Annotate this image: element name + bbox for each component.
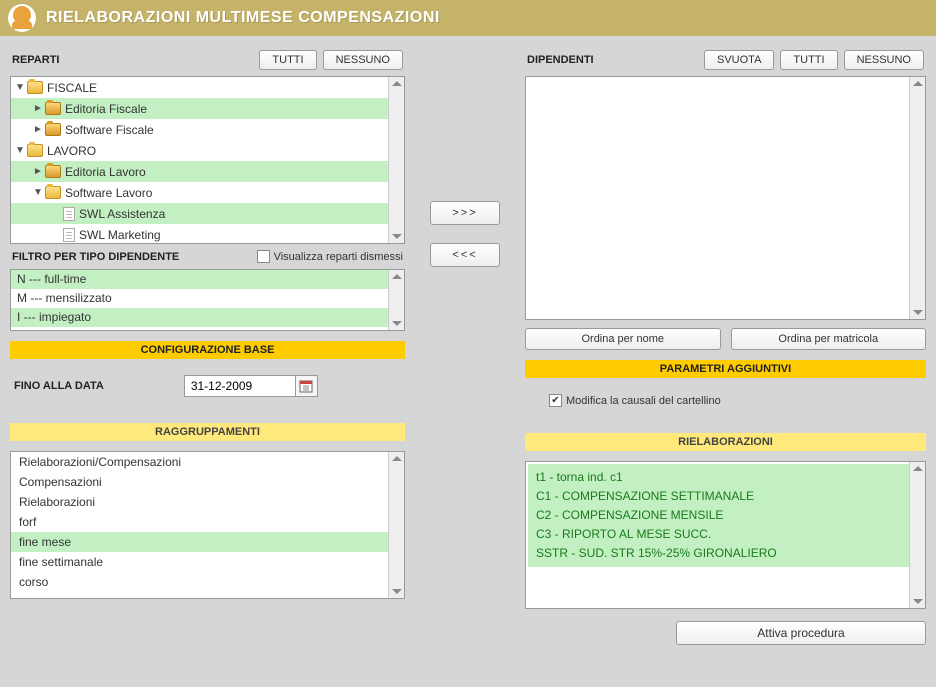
raggruppamenti-list[interactable]: Rielaborazioni/CompensazioniCompensazion… xyxy=(10,451,405,599)
tree-item[interactable]: ► Editoria Lavoro xyxy=(11,161,404,182)
ordina-nome-button[interactable]: Ordina per nome xyxy=(525,328,721,350)
tree-item-label: FISCALE xyxy=(47,81,97,95)
modifica-causali-row: ✔ Modifica la causali del cartellino xyxy=(525,378,926,423)
transfer-column: >>> <<< xyxy=(405,36,525,687)
tree-item[interactable]: ▼ FISCALE xyxy=(11,77,404,98)
tree-arrow-icon: ▼ xyxy=(15,145,27,156)
modifica-causali-label: Modifica la causali del cartellino xyxy=(566,395,721,407)
reparti-buttons: TUTTI NESSUNO xyxy=(259,50,403,70)
tree-arrow-icon: ▼ xyxy=(15,82,27,93)
folder-icon xyxy=(27,81,43,94)
filter-item[interactable]: M --- mensilizzato xyxy=(11,289,404,308)
tree-item-label: LAVORO xyxy=(47,144,96,158)
rielaborazioni-band: RIELABORAZIONI xyxy=(525,433,926,451)
fino-data-row: FINO ALLA DATA xyxy=(10,359,405,413)
date-input[interactable] xyxy=(185,379,295,393)
checkbox-icon xyxy=(257,250,270,263)
list-item[interactable]: C3 - RIPORTO AL MESE SUCC. xyxy=(528,525,923,544)
main: REPARTI TUTTI NESSUNO ▼FISCALE►Editoria … xyxy=(0,36,936,687)
tree-item[interactable]: ► Editoria Fiscale xyxy=(11,98,404,119)
filter-item[interactable]: N --- full-time xyxy=(11,270,404,289)
reparti-nessuno-button[interactable]: NESSUNO xyxy=(323,50,403,70)
tree-item-label: Software Lavoro xyxy=(65,186,152,200)
list-item[interactable]: SSTR - SUD. STR 15%-25% GIRONALIERO xyxy=(528,544,923,563)
transfer-right-button[interactable]: >>> xyxy=(430,201,500,225)
list-item[interactable]: Compensazioni xyxy=(11,472,404,492)
modifica-causali-checkbox[interactable]: ✔ Modifica la causali del cartellino xyxy=(549,394,721,407)
scrollbar[interactable] xyxy=(388,270,404,330)
tree-arrow-icon: ► xyxy=(33,124,45,135)
folder-icon xyxy=(27,144,43,157)
tree-item[interactable]: ► Software Fiscale xyxy=(11,119,404,140)
filtro-label: FILTRO PER TIPO DIPENDENTE xyxy=(12,251,179,263)
reparti-head: REPARTI TUTTI NESSUNO xyxy=(10,46,405,76)
tree-item-label: Editoria Fiscale xyxy=(65,102,147,116)
folder-icon xyxy=(45,102,61,115)
list-item[interactable]: corso xyxy=(11,572,404,592)
filter-item[interactable]: I --- impiegato xyxy=(11,308,404,327)
rielaborazioni-list[interactable]: t1 - torna ind. c1C1 - COMPENSAZIONE SET… xyxy=(525,461,926,609)
tree-arrow-icon: ▼ xyxy=(33,187,45,198)
date-field xyxy=(184,375,318,397)
left-column: REPARTI TUTTI NESSUNO ▼FISCALE►Editoria … xyxy=(0,36,405,687)
config-base-band: CONFIGURAZIONE BASE xyxy=(10,341,405,359)
dipendenti-list[interactable] xyxy=(525,76,926,320)
tree-item-label: SWL Assistenza xyxy=(79,207,165,221)
filtro-head: FILTRO PER TIPO DIPENDENTE Visualizza re… xyxy=(10,244,405,269)
reparti-tree[interactable]: ▼FISCALE►Editoria Fiscale►Software Fisca… xyxy=(10,76,405,244)
attiva-procedura-button[interactable]: Attiva procedura xyxy=(676,621,926,645)
reparti-label: REPARTI xyxy=(12,54,59,66)
folder-icon xyxy=(45,165,61,178)
scrollbar[interactable] xyxy=(909,77,925,319)
header: RIELABORAZIONI MULTIMESE COMPENSAZIONI xyxy=(0,0,936,36)
tree-item[interactable]: ▼ LAVORO xyxy=(11,140,404,161)
calendar-icon xyxy=(299,379,313,393)
dipendenti-label: DIPENDENTI xyxy=(527,54,594,66)
parametri-band: PARAMETRI AGGIUNTIVI xyxy=(525,360,926,378)
folder-icon xyxy=(45,123,61,136)
document-icon xyxy=(63,228,75,242)
scrollbar[interactable] xyxy=(909,462,925,608)
tree-arrow-icon: ► xyxy=(33,166,45,177)
tree-item-label: Software Fiscale xyxy=(65,123,154,137)
tree-item[interactable]: ▼ Software Lavoro xyxy=(11,182,404,203)
tree-item[interactable]: SWL Marketing xyxy=(11,224,404,244)
list-item[interactable]: Rielaborazioni xyxy=(11,492,404,512)
dipendenti-head: DIPENDENTI SVUOTA TUTTI NESSUNO xyxy=(525,46,926,76)
filtro-list[interactable]: N --- full-timeM --- mensilizzatoI --- i… xyxy=(10,269,405,331)
ordina-matricola-button[interactable]: Ordina per matricola xyxy=(731,328,927,350)
visualizza-dismessi-label: Visualizza reparti dismessi xyxy=(274,251,403,263)
visualizza-dismessi-checkbox[interactable]: Visualizza reparti dismessi xyxy=(257,250,403,263)
tree-item[interactable]: SWL Assistenza xyxy=(11,203,404,224)
sort-row: Ordina per nome Ordina per matricola xyxy=(525,328,926,350)
checkbox-icon: ✔ xyxy=(549,394,562,407)
folder-icon xyxy=(45,186,61,199)
app-icon xyxy=(8,4,36,32)
list-item[interactable]: Rielaborazioni/Compensazioni xyxy=(11,452,404,472)
list-item[interactable]: C2 - COMPENSAZIONE MENSILE xyxy=(528,506,923,525)
tree-item-label: SWL Marketing xyxy=(79,228,161,242)
list-item[interactable]: C1 - COMPENSAZIONE SETTIMANALE xyxy=(528,487,923,506)
scrollbar[interactable] xyxy=(388,77,404,243)
tree-arrow-icon: ► xyxy=(33,103,45,114)
list-item[interactable]: fine settimanale xyxy=(11,552,404,572)
right-column: DIPENDENTI SVUOTA TUTTI NESSUNO Ordina p… xyxy=(525,36,936,687)
attiva-row: Attiva procedura xyxy=(525,621,926,645)
dipendenti-svuota-button[interactable]: SVUOTA xyxy=(704,50,774,70)
list-item[interactable]: t1 - torna ind. c1 xyxy=(528,468,923,487)
dipendenti-tutti-button[interactable]: TUTTI xyxy=(780,50,837,70)
raggruppamenti-band: RAGGRUPPAMENTI xyxy=(10,423,405,441)
page-title: RIELABORAZIONI MULTIMESE COMPENSAZIONI xyxy=(46,9,440,27)
document-icon xyxy=(63,207,75,221)
fino-data-label: FINO ALLA DATA xyxy=(14,380,104,392)
tree-item-label: Editoria Lavoro xyxy=(65,165,146,179)
dipendenti-buttons: SVUOTA TUTTI NESSUNO xyxy=(704,50,924,70)
list-item[interactable]: fine mese xyxy=(11,532,404,552)
transfer-left-button[interactable]: <<< xyxy=(430,243,500,267)
scrollbar[interactable] xyxy=(388,452,404,598)
calendar-button[interactable] xyxy=(295,376,317,396)
list-item[interactable]: forf xyxy=(11,512,404,532)
reparti-tutti-button[interactable]: TUTTI xyxy=(259,50,316,70)
dipendenti-nessuno-button[interactable]: NESSUNO xyxy=(844,50,924,70)
